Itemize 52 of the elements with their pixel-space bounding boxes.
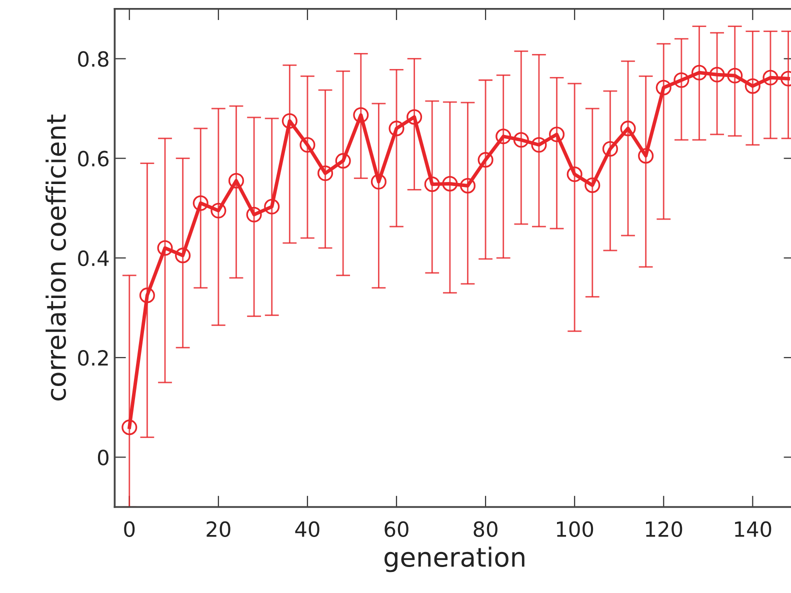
point <box>674 72 690 88</box>
point <box>139 288 155 304</box>
point <box>246 206 262 222</box>
point <box>656 80 672 96</box>
x-tick-label: 100 <box>556 521 594 538</box>
point <box>744 78 760 94</box>
y-tick-label: 0.6 <box>78 150 109 167</box>
point <box>460 178 476 194</box>
point <box>157 240 173 256</box>
x-tick-label: 120 <box>646 521 682 538</box>
point <box>496 128 512 144</box>
point <box>531 137 547 153</box>
point <box>709 66 725 82</box>
point <box>691 64 708 80</box>
point <box>317 165 334 182</box>
point <box>442 176 458 192</box>
point <box>370 174 386 190</box>
point <box>353 107 369 123</box>
y-tick-label: 0 <box>98 450 108 466</box>
y-tick-label: 0.8 <box>78 51 108 67</box>
point <box>210 202 226 218</box>
y-tick-label: 0.4 <box>78 250 109 266</box>
point <box>192 195 208 211</box>
point <box>762 70 778 86</box>
point <box>264 198 280 214</box>
x-tick-label: 0 <box>124 521 135 538</box>
point <box>175 248 191 264</box>
point <box>228 172 244 189</box>
x-tick-label: 40 <box>295 521 320 538</box>
x-tick-label: 80 <box>474 521 498 538</box>
point <box>727 68 743 84</box>
point <box>620 120 636 136</box>
y-tick-label: 0.2 <box>78 350 108 366</box>
y-axis-title: correlation coefficient <box>46 114 66 400</box>
point <box>548 126 565 142</box>
point <box>388 120 404 136</box>
point <box>566 166 582 182</box>
x-axis-title: generation <box>384 546 524 572</box>
point <box>406 109 422 125</box>
point <box>335 153 351 169</box>
point <box>300 137 316 153</box>
x-tick-label: 140 <box>735 521 772 538</box>
x-tick-label: 20 <box>206 521 230 538</box>
x-tick-label: 60 <box>384 521 408 538</box>
point <box>513 132 529 148</box>
point <box>602 141 618 157</box>
point <box>584 177 600 194</box>
point <box>424 176 440 192</box>
point <box>122 420 138 436</box>
point <box>478 152 494 168</box>
point <box>638 148 654 164</box>
point <box>282 113 298 129</box>
